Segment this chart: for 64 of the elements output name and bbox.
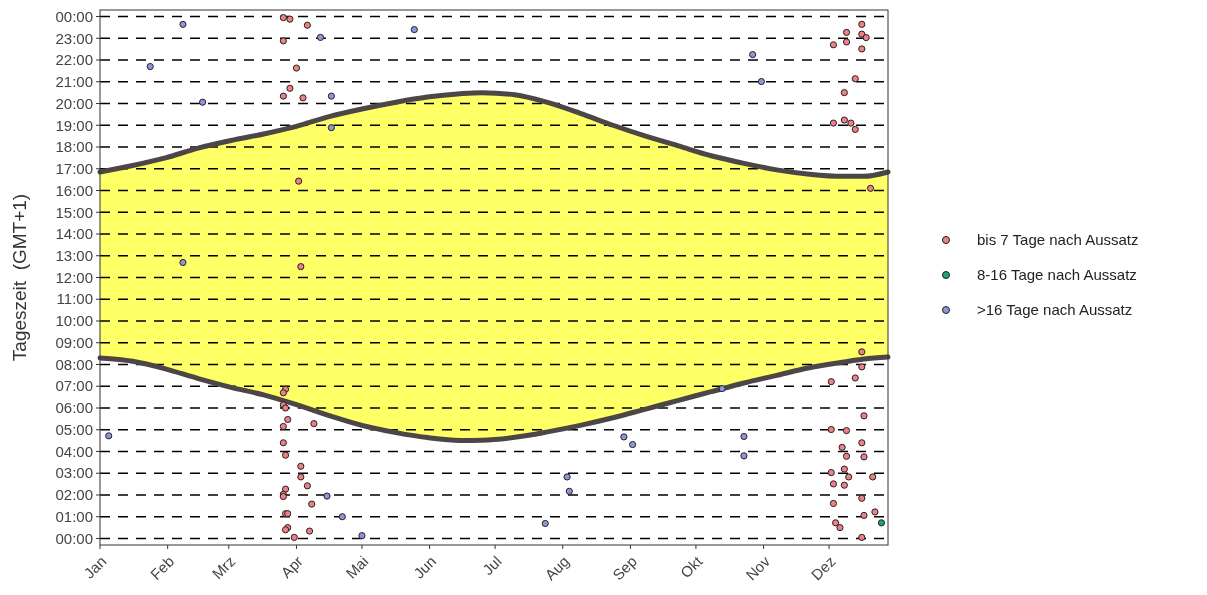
x-tick-label: Nov (742, 552, 774, 584)
point (338, 513, 346, 521)
y-tick-label: 03:00 (55, 464, 93, 482)
point (620, 433, 628, 441)
y-tick-label: 01:00 (55, 507, 93, 525)
point (749, 51, 757, 59)
y-tick-label: 11:00 (56, 290, 93, 308)
y-tick-label: 05:00 (55, 420, 93, 438)
y-tick-label: 06:00 (55, 399, 93, 417)
y-tick-label: 15:00 (55, 203, 93, 221)
x-tick-label: Okt (676, 551, 707, 582)
point (757, 77, 765, 86)
point (316, 33, 325, 41)
y-tick-label: 00:00 (55, 529, 93, 547)
point (541, 519, 549, 528)
point (877, 519, 886, 527)
x-tick-label: Jan (80, 552, 110, 582)
point (179, 258, 187, 267)
x-tick-label: Dez (807, 552, 839, 584)
y-tick-label: 00:00 (55, 7, 93, 25)
point (565, 487, 573, 495)
x-tick-label: Mai (342, 552, 372, 582)
x-tick-label: Jul (479, 552, 505, 579)
point (358, 532, 366, 540)
x-tick-label: Aug (541, 552, 573, 584)
x-tick-label: Mrz (208, 552, 239, 583)
x-tick-label: Apr (277, 552, 306, 582)
point (327, 92, 335, 100)
y-tick-label: 22:00 (55, 51, 93, 69)
point (146, 62, 154, 71)
y-tick-label: 09:00 (55, 333, 93, 351)
y-tick-label: 18:00 (55, 138, 93, 156)
y-tick-label: 10:00 (55, 312, 93, 330)
point (740, 452, 748, 460)
y-tick-label: 08:00 (55, 355, 93, 373)
x-tick-label: Feb (146, 552, 178, 583)
point (105, 432, 113, 440)
legend-label: >16 Tage nach Aussatz (977, 301, 1133, 319)
y-tick-label: 17:00 (55, 160, 93, 178)
y-tick-label: 04:00 (55, 442, 93, 460)
y-tick-label: 19:00 (55, 116, 93, 134)
x-tick-label: Jun (410, 552, 440, 582)
y-tick-label: 20:00 (55, 94, 93, 112)
point (323, 492, 331, 500)
point (740, 432, 748, 441)
y-tick-label: 13:00 (55, 247, 93, 264)
y-tick-label: 12:00 (55, 268, 93, 286)
point (179, 20, 187, 28)
point (629, 440, 637, 449)
y-axis-title: Tageszeit (GMT+1) (9, 193, 30, 362)
y-tick-label: 14:00 (55, 225, 93, 243)
y-tick-label: 02:00 (55, 486, 93, 504)
legend-label: bis 7 Tage nach Aussatz (977, 231, 1139, 249)
y-tick-label: 23:00 (55, 29, 93, 47)
y-tick-label: 07:00 (55, 377, 93, 395)
y-tick-label: 21:00 (55, 73, 93, 91)
x-tick-label: Sep (609, 552, 640, 584)
point (199, 98, 207, 106)
point (327, 124, 335, 132)
point (718, 385, 726, 393)
y-tick-label: 16:00 (55, 181, 93, 199)
point (410, 25, 418, 34)
legend-label: 8-16 Tage nach Aussatz (977, 266, 1137, 284)
point (563, 473, 571, 481)
